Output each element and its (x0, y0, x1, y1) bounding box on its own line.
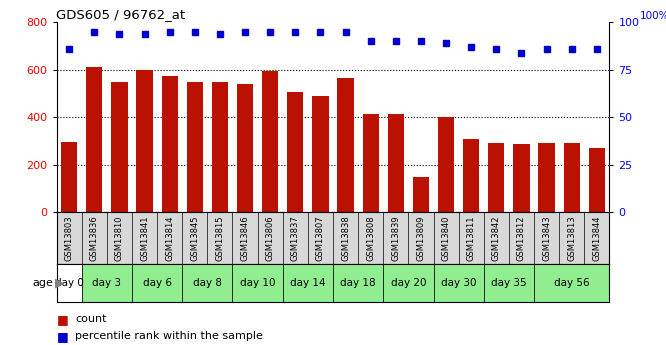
Text: GSM13836: GSM13836 (90, 215, 99, 261)
Bar (287, 92, 304, 212)
Bar (162, 76, 178, 212)
Text: day 56: day 56 (554, 278, 589, 288)
Text: GSM13806: GSM13806 (266, 215, 274, 261)
Text: GSM13844: GSM13844 (592, 215, 601, 261)
Text: GSM13845: GSM13845 (190, 215, 199, 261)
Bar (488, 144, 504, 212)
Bar (438, 117, 454, 212)
Text: day 8: day 8 (193, 278, 222, 288)
Bar (312, 96, 328, 212)
Text: GSM13809: GSM13809 (416, 215, 426, 261)
Bar (484, 264, 534, 302)
Bar (563, 143, 580, 212)
Bar (182, 264, 232, 302)
Text: GSM13813: GSM13813 (567, 215, 576, 261)
Text: ■: ■ (57, 313, 69, 326)
Text: GSM13808: GSM13808 (366, 215, 375, 261)
Text: GSM13843: GSM13843 (542, 215, 551, 261)
Bar (111, 82, 128, 212)
Bar (86, 68, 103, 212)
Text: GDS605 / 96762_at: GDS605 / 96762_at (56, 8, 185, 21)
Bar (589, 148, 605, 212)
Text: GSM13839: GSM13839 (392, 215, 400, 261)
Text: GSM13838: GSM13838 (341, 215, 350, 261)
Bar (232, 264, 283, 302)
Bar (283, 264, 333, 302)
Bar (534, 264, 609, 302)
Text: day 6: day 6 (143, 278, 172, 288)
Text: day 0: day 0 (55, 278, 84, 288)
Bar (237, 84, 253, 212)
Text: GSM13814: GSM13814 (165, 215, 174, 261)
Bar (212, 82, 228, 212)
Bar (132, 264, 182, 302)
Bar (333, 264, 383, 302)
Text: GSM13810: GSM13810 (115, 215, 124, 261)
Text: GSM13837: GSM13837 (291, 215, 300, 261)
Text: GSM13842: GSM13842 (492, 215, 501, 261)
Text: GSM13841: GSM13841 (140, 215, 149, 261)
Bar (463, 139, 480, 212)
Bar (434, 264, 484, 302)
Bar (538, 144, 555, 212)
Bar (262, 71, 278, 212)
Text: GSM13803: GSM13803 (65, 215, 74, 261)
Bar (186, 82, 203, 212)
Text: day 14: day 14 (290, 278, 326, 288)
Text: age: age (33, 278, 53, 288)
Text: 100%: 100% (640, 11, 666, 20)
Text: day 3: day 3 (93, 278, 121, 288)
Text: percentile rank within the sample: percentile rank within the sample (75, 332, 263, 341)
Bar (388, 114, 404, 212)
Text: ▶: ▶ (55, 276, 65, 289)
Text: day 10: day 10 (240, 278, 275, 288)
Text: GSM13811: GSM13811 (467, 215, 476, 261)
Bar (413, 177, 429, 212)
Bar (137, 70, 153, 212)
Bar (57, 264, 82, 302)
Text: day 30: day 30 (441, 278, 476, 288)
Text: ■: ■ (57, 330, 69, 343)
Text: day 18: day 18 (340, 278, 376, 288)
Bar (338, 78, 354, 212)
Bar (383, 264, 434, 302)
Text: GSM13812: GSM13812 (517, 215, 526, 261)
Bar (61, 142, 77, 212)
Text: GSM13840: GSM13840 (442, 215, 451, 261)
Text: GSM13846: GSM13846 (240, 215, 250, 261)
Text: GSM13815: GSM13815 (215, 215, 224, 261)
Text: day 20: day 20 (391, 278, 426, 288)
Text: GSM13807: GSM13807 (316, 215, 325, 261)
Text: day 35: day 35 (491, 278, 527, 288)
Bar (82, 264, 132, 302)
Bar (513, 144, 529, 212)
Bar (362, 114, 379, 212)
Text: count: count (75, 314, 107, 324)
